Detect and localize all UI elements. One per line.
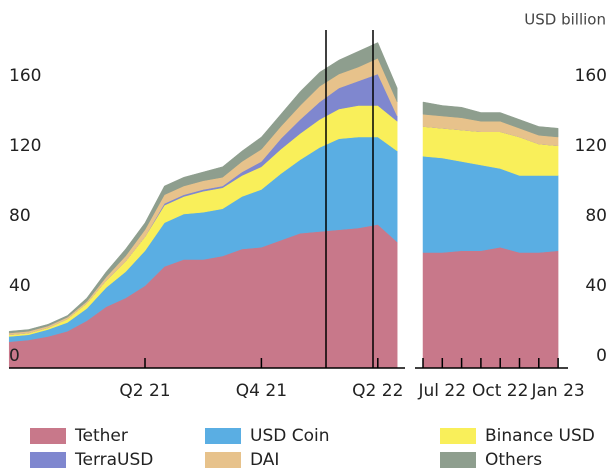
legend-swatch xyxy=(30,452,66,468)
x-tick-label: Q2 22 xyxy=(352,381,403,401)
y-tick-label: 80 xyxy=(585,206,607,226)
y-tick-label: 80 xyxy=(9,206,31,226)
y-axis-label: USD billion xyxy=(524,11,606,29)
x-tick-label: Q2 21 xyxy=(119,381,170,401)
legend-label: Others xyxy=(485,450,542,470)
y-tick-label: 120 xyxy=(9,136,41,156)
area xyxy=(8,42,398,334)
area xyxy=(422,101,559,138)
y-tick-label: 0 xyxy=(596,346,607,366)
y-tick-label: 160 xyxy=(9,66,41,86)
legend-label: USD Coin xyxy=(250,426,330,446)
legend-label: DAI xyxy=(250,450,279,470)
y-tick-label: 160 xyxy=(575,66,607,86)
y-tick-label: 0 xyxy=(9,346,20,366)
legend-swatch xyxy=(440,452,476,468)
legend-swatch xyxy=(440,428,476,444)
legend-swatch xyxy=(205,452,241,468)
area xyxy=(422,246,559,369)
x-tick-label: Jan 23 xyxy=(530,381,584,401)
x-tick-label: Jul 22 xyxy=(418,381,467,401)
legend-swatch xyxy=(205,428,241,444)
legend-label: TerraUSD xyxy=(74,450,153,470)
y-tick-label: 40 xyxy=(585,276,607,296)
x-tick-label: Q4 21 xyxy=(236,381,287,401)
x-tick-label: Oct 22 xyxy=(472,381,528,401)
legend-label: Tether xyxy=(74,426,128,446)
plot xyxy=(8,42,559,369)
legend-swatch xyxy=(30,428,66,444)
y-tick-label: 40 xyxy=(9,276,31,296)
y-tick-label: 120 xyxy=(575,136,607,156)
legend-label: Binance USD xyxy=(485,426,595,446)
